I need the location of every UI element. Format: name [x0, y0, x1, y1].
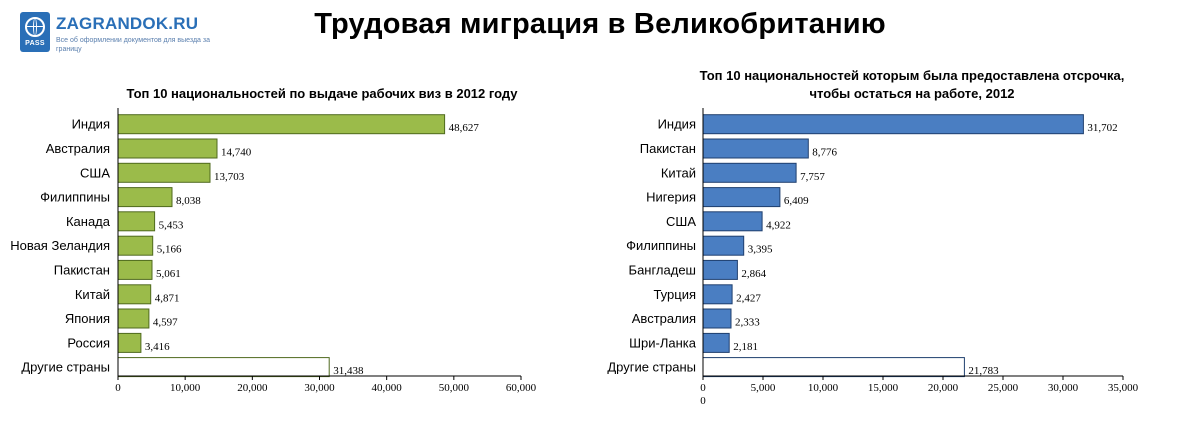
- chart-title: Топ 10 национальностей которым была пред…: [700, 68, 1125, 83]
- bar: [117, 114, 446, 135]
- category-label: Бангладеш: [629, 262, 696, 277]
- bar: [117, 357, 330, 378]
- chart-title: чтобы остаться на работе, 2012: [809, 86, 1014, 101]
- category-label: Индия: [72, 117, 110, 132]
- bar: [702, 308, 732, 329]
- value-label: 48,627: [449, 122, 480, 134]
- x-tick-label: 10,000: [808, 382, 839, 394]
- bar: [117, 162, 211, 183]
- value-label: 8,776: [812, 147, 837, 159]
- category-label: Индия: [658, 117, 696, 132]
- bar: [117, 284, 152, 305]
- value-label: 4,871: [155, 292, 180, 304]
- bar: [702, 235, 745, 256]
- logo-badge-text: PASS: [25, 40, 45, 47]
- category-label: Канада: [66, 214, 111, 229]
- value-label: 4,597: [153, 317, 178, 329]
- x-tick-label: 0: [115, 382, 121, 394]
- category-label: Филиппины: [626, 238, 696, 253]
- value-label: 2,864: [741, 268, 766, 280]
- category-label: Пакистан: [640, 141, 696, 156]
- bar: [702, 332, 730, 353]
- value-label: 21,783: [968, 365, 999, 377]
- x-tick-label: 40,000: [372, 382, 403, 394]
- bar: [702, 114, 1084, 135]
- x-tick-label: 0: [700, 382, 706, 394]
- bar: [117, 308, 150, 329]
- site-logo[interactable]: PASS ZAGRANDOK.RU Все об оформлении доку…: [20, 12, 240, 58]
- bar: [117, 211, 156, 232]
- bar: [702, 187, 781, 208]
- category-label: Россия: [67, 335, 110, 350]
- category-label: США: [80, 165, 110, 180]
- passport-icon: PASS: [20, 12, 50, 52]
- x-tick-label: 15,000: [868, 382, 899, 394]
- value-label: 4,922: [766, 219, 791, 231]
- category-label: США: [666, 214, 696, 229]
- category-label: Новая Зеландия: [10, 238, 110, 253]
- bar: [117, 138, 218, 159]
- globe-icon: [25, 17, 45, 37]
- bar: [702, 162, 797, 183]
- x-tick-label: 60,000: [506, 382, 537, 394]
- bar: [702, 357, 965, 378]
- x-tick-label: 20,000: [237, 382, 268, 394]
- category-label: Турция: [653, 287, 696, 302]
- bar: [702, 259, 738, 280]
- value-label: 5,061: [156, 268, 181, 280]
- value-label: 3,395: [748, 244, 773, 256]
- x-tick-label: 50,000: [439, 382, 470, 394]
- value-label: 2,333: [735, 317, 760, 329]
- bar: [117, 235, 154, 256]
- category-label: Австралия: [46, 141, 110, 156]
- category-label: Филиппины: [40, 190, 110, 205]
- category-label: Япония: [65, 311, 110, 326]
- logo-tagline: Все об оформлении документов для выезда …: [56, 37, 210, 53]
- category-label: Другие страны: [607, 360, 696, 375]
- bar: [702, 138, 809, 159]
- x-origin-label: 0: [700, 395, 706, 407]
- category-label: Шри-Ланка: [629, 335, 697, 350]
- bar: [702, 211, 763, 232]
- bar: [117, 332, 142, 353]
- x-tick-label: 30,000: [1048, 382, 1079, 394]
- category-label: Другие страны: [21, 360, 110, 375]
- category-label: Нигерия: [646, 190, 696, 205]
- value-label: 3,416: [145, 341, 170, 353]
- work-visas-chart: Топ 10 национальностей по выдаче рабочих…: [10, 86, 537, 394]
- x-tick-label: 5,000: [751, 382, 776, 394]
- value-label: 5,166: [157, 244, 182, 256]
- value-label: 6,409: [784, 195, 809, 207]
- category-label: Китай: [75, 287, 110, 302]
- bar: [117, 187, 173, 208]
- value-label: 2,427: [736, 292, 761, 304]
- x-tick-label: 30,000: [304, 382, 335, 394]
- category-label: Австралия: [632, 311, 696, 326]
- value-label: 7,757: [800, 171, 825, 183]
- value-label: 5,453: [159, 219, 184, 231]
- value-label: 14,740: [221, 147, 252, 159]
- category-label: Китай: [661, 165, 696, 180]
- value-label: 2,181: [733, 341, 758, 353]
- logo-name: ZAGRANDOK.RU: [56, 14, 199, 33]
- bar: [702, 284, 733, 305]
- page-title: Трудовая миграция в Великобританию: [314, 8, 886, 40]
- extensions-chart: Топ 10 национальностей которым была пред…: [607, 68, 1139, 407]
- value-label: 8,038: [176, 195, 201, 207]
- bar: [117, 259, 153, 280]
- x-tick-label: 35,000: [1108, 382, 1139, 394]
- x-tick-label: 10,000: [170, 382, 201, 394]
- x-tick-label: 25,000: [988, 382, 1019, 394]
- category-label: Пакистан: [54, 262, 110, 277]
- value-label: 31,702: [1087, 122, 1117, 134]
- x-tick-label: 20,000: [928, 382, 959, 394]
- value-label: 31,438: [333, 365, 364, 377]
- chart-title: Топ 10 национальностей по выдаче рабочих…: [126, 86, 518, 101]
- value-label: 13,703: [214, 171, 245, 183]
